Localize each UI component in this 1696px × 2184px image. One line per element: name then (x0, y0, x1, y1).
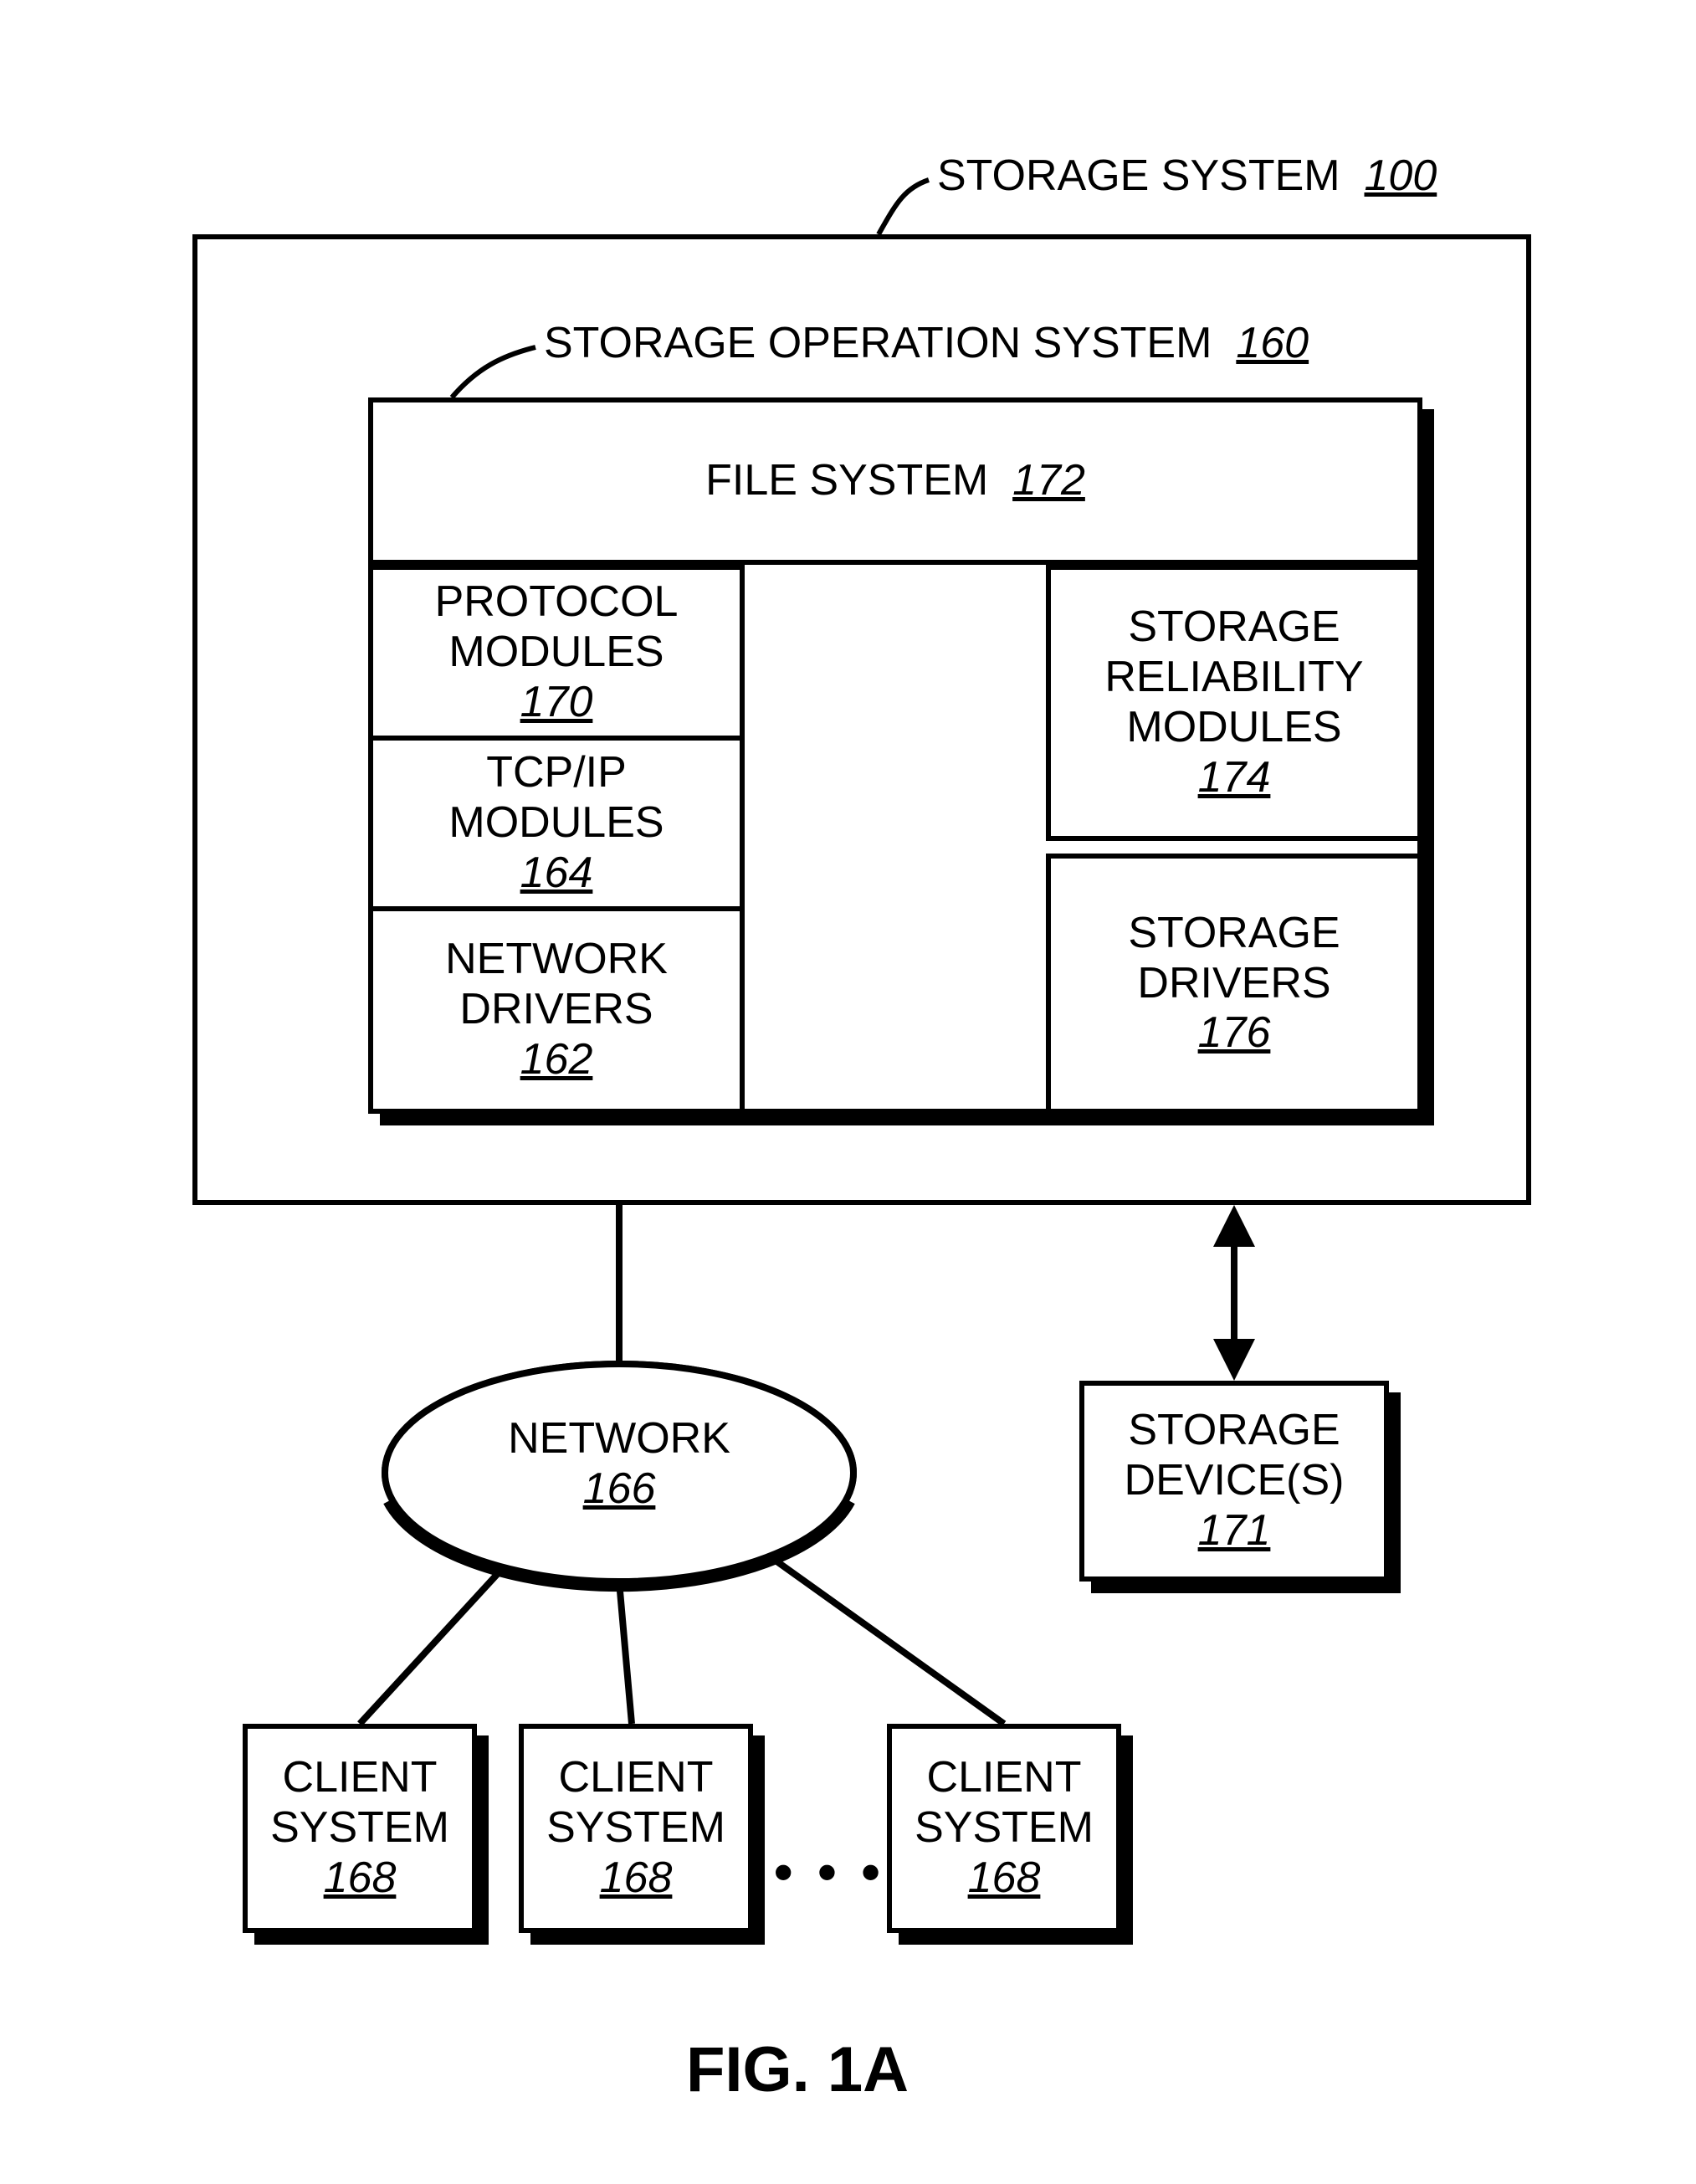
file-system-box: FILE SYSTEM 172 (368, 397, 1422, 565)
protocol-box: PROTOCOL MODULES 170 (368, 565, 745, 741)
client3-box: CLIENT SYSTEM 168 (887, 1724, 1121, 1933)
storage-system-label: STORAGE SYSTEM 100 (937, 151, 1437, 201)
client1-box: CLIENT SYSTEM 168 (243, 1724, 477, 1933)
sos-label: STORAGE OPERATION SYSTEM 160 (544, 318, 1309, 368)
client2-box: CLIENT SYSTEM 168 (519, 1724, 753, 1933)
network-label: NETWORK 166 (385, 1414, 853, 1515)
network-drivers-box: NETWORK DRIVERS 162 (368, 906, 745, 1114)
ellipsis: • • • (774, 1841, 885, 1903)
figure-title: FIG. 1A (686, 2033, 909, 2106)
diagram-canvas: STORAGE SYSTEM 100 STORAGE OPERATION SYS… (0, 0, 1696, 2184)
storage-dev-box: STORAGE DEVICE(S) 171 (1079, 1381, 1389, 1582)
tcpip-box: TCP/IP MODULES 164 (368, 736, 745, 911)
storage-drivers-box: STORAGE DRIVERS 176 (1046, 854, 1422, 1114)
reliability-box: STORAGE RELIABILITY MODULES 174 (1046, 565, 1422, 841)
